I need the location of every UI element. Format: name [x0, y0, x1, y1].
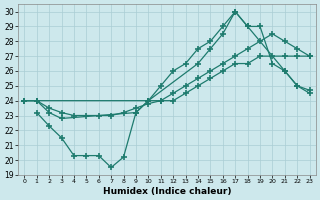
X-axis label: Humidex (Indice chaleur): Humidex (Indice chaleur) [103, 187, 231, 196]
